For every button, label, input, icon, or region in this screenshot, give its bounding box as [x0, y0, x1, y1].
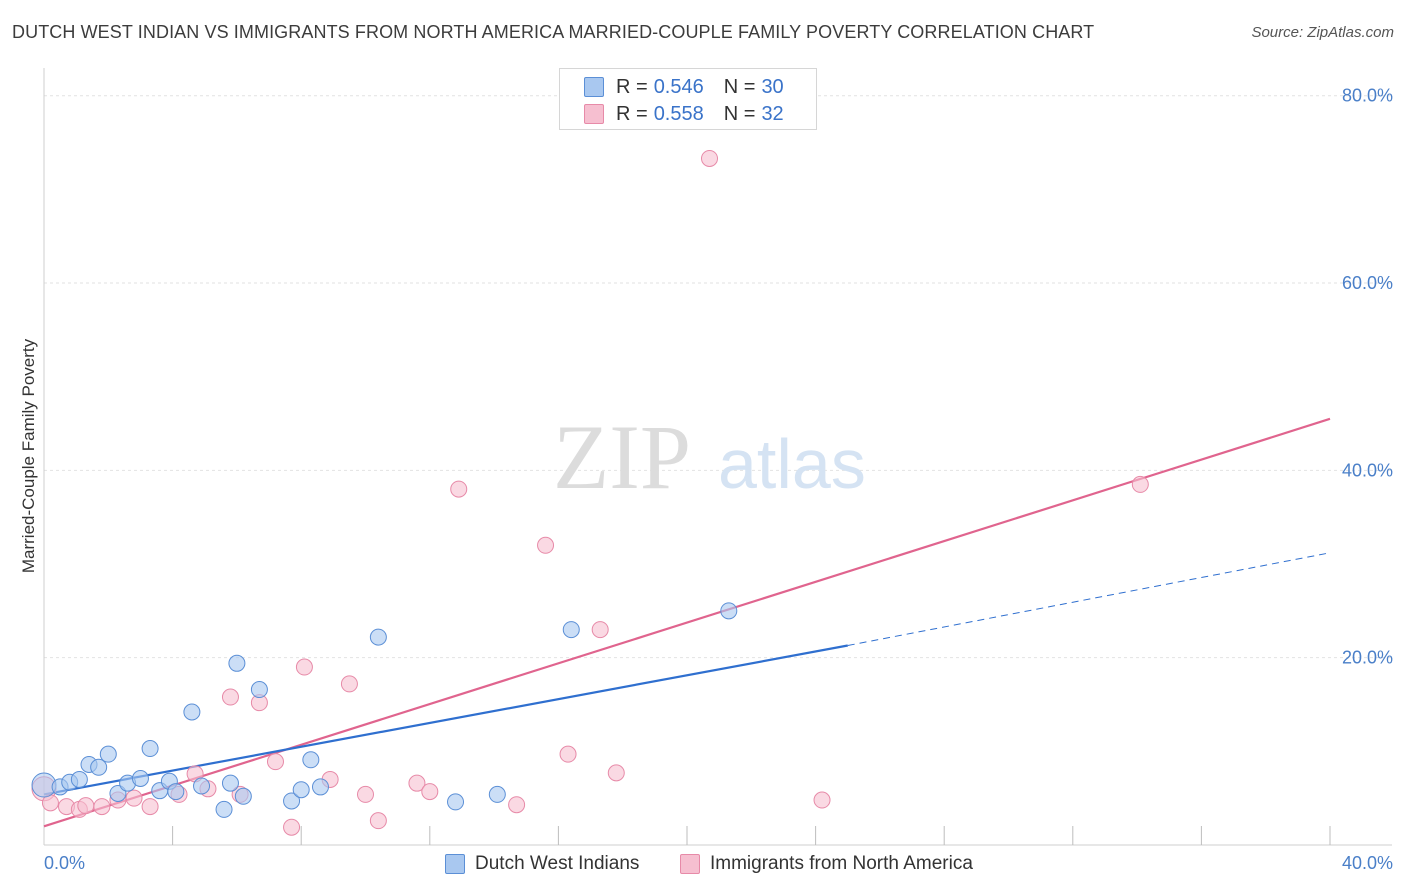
point-immigrants-north-america — [340, 675, 358, 693]
point-dutch-west-indians — [302, 751, 320, 769]
correlation-legend: R = 0.546 N = 30 R = 0.558 N = 32 — [559, 68, 817, 130]
point-dutch-west-indians — [250, 681, 268, 699]
point-immigrants-north-america — [93, 798, 111, 816]
r-label: R = — [616, 75, 648, 98]
chart-title: DUTCH WEST INDIAN VS IMMIGRANTS FROM NOR… — [12, 22, 1095, 42]
data-points — [31, 149, 1149, 836]
watermark-atlas: atlas — [718, 425, 866, 503]
trendlines — [43, 417, 1331, 828]
point-dutch-west-indians — [228, 654, 246, 672]
point-dutch-west-indians — [99, 745, 117, 763]
n-value: 30 — [761, 75, 784, 98]
point-dutch-west-indians — [215, 800, 233, 818]
watermark-zip: ZIP — [553, 406, 691, 508]
point-dutch-west-indians — [447, 793, 465, 811]
point-dutch-west-indians — [234, 787, 252, 805]
x-tick-label: 40.0% — [1342, 853, 1393, 873]
point-dutch-west-indians — [292, 781, 310, 799]
point-dutch-west-indians — [131, 770, 149, 788]
point-immigrants-north-america — [141, 798, 159, 816]
point-dutch-west-indians — [167, 783, 185, 801]
point-immigrants-north-america — [813, 791, 831, 809]
x-tick-label: 0.0% — [44, 853, 85, 873]
point-immigrants-north-america — [1131, 475, 1149, 493]
point-dutch-west-indians — [283, 792, 301, 810]
point-immigrants-north-america — [369, 812, 387, 830]
point-dutch-west-indians — [183, 703, 201, 721]
point-immigrants-north-america — [607, 764, 625, 782]
legend-label: Immigrants from North America — [710, 853, 973, 874]
point-immigrants-north-america — [357, 785, 374, 803]
trendline-dutch-west-indians — [43, 644, 848, 796]
legend-row-immigrants-north-america: R = 0.558 N = 32 — [584, 101, 784, 127]
point-immigrants-north-america — [408, 774, 426, 792]
source-credit: Source: ZipAtlas.com — [1251, 24, 1394, 41]
pink-swatch — [584, 104, 604, 124]
n-label: N = — [723, 102, 756, 125]
point-dutch-west-indians — [562, 621, 580, 639]
point-immigrants-north-america — [508, 796, 526, 814]
y-tick-label: 80.0% — [1342, 86, 1393, 106]
legend-row-dutch-west-indians: R = 0.546 N = 30 — [584, 74, 784, 100]
point-immigrants-north-america — [537, 536, 555, 554]
r-label: R = — [616, 102, 648, 125]
point-immigrants-north-america — [77, 797, 95, 815]
n-label: N = — [723, 75, 756, 98]
y-tick-label: 20.0% — [1342, 648, 1393, 668]
point-immigrants-north-america — [295, 658, 313, 676]
point-immigrants-north-america — [591, 621, 609, 639]
point-dutch-west-indians — [369, 628, 387, 646]
point-immigrants-north-america — [125, 789, 143, 807]
point-dutch-west-indians — [193, 777, 211, 795]
trendline-immigrants-north-america — [43, 417, 1331, 828]
point-immigrants-north-america — [450, 480, 468, 498]
point-dutch-west-indians — [311, 778, 329, 796]
y-tick-label: 60.0% — [1342, 273, 1393, 293]
watermark: ZIP atlas — [553, 406, 866, 508]
gridlines — [44, 95, 1392, 659]
y-tick-label: 40.0% — [1342, 460, 1393, 480]
point-immigrants-north-america — [421, 783, 439, 801]
legend-item-immigrants-north-america[interactable]: Immigrants from North America — [680, 851, 973, 877]
point-immigrants-north-america — [701, 149, 719, 167]
axes — [43, 68, 1392, 846]
point-immigrants-north-america — [221, 688, 239, 706]
legend-item-dutch-west-indians[interactable]: Dutch West Indians — [445, 851, 639, 877]
point-immigrants-north-america — [266, 753, 284, 771]
point-dutch-west-indians — [70, 770, 88, 788]
r-value: 0.546 — [653, 75, 704, 98]
r-value: 0.558 — [653, 102, 704, 125]
point-immigrants-north-america — [283, 818, 301, 836]
tick-labels: 20.0% 40.0% 60.0% 80.0% 0.0% 40.0% — [44, 86, 1393, 873]
point-immigrants-north-america — [559, 745, 577, 763]
blue-swatch — [445, 854, 465, 874]
point-dutch-west-indians — [488, 785, 506, 803]
point-dutch-west-indians — [720, 602, 738, 620]
legend-label: Dutch West Indians — [475, 853, 640, 874]
trendline-dutch-west-indians-extension — [847, 552, 1331, 646]
n-value: 32 — [761, 102, 784, 125]
pink-swatch — [680, 854, 700, 874]
blue-swatch — [584, 77, 604, 97]
point-dutch-west-indians — [141, 740, 159, 758]
point-dutch-west-indians — [221, 774, 239, 792]
point-dutch-west-indians — [90, 758, 108, 776]
